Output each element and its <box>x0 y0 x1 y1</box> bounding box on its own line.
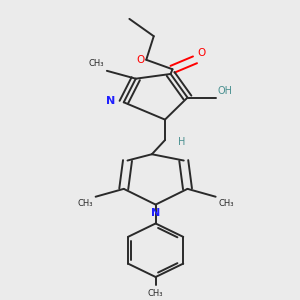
Text: CH₃: CH₃ <box>77 199 93 208</box>
Text: CH₃: CH₃ <box>88 59 104 68</box>
Text: CH₃: CH₃ <box>219 199 234 208</box>
Text: N: N <box>106 96 116 106</box>
Text: OH: OH <box>218 86 232 96</box>
Text: H: H <box>178 136 185 147</box>
Text: CH₃: CH₃ <box>148 289 164 298</box>
Text: O: O <box>136 55 144 65</box>
Text: N: N <box>151 208 160 218</box>
Text: O: O <box>197 48 205 58</box>
